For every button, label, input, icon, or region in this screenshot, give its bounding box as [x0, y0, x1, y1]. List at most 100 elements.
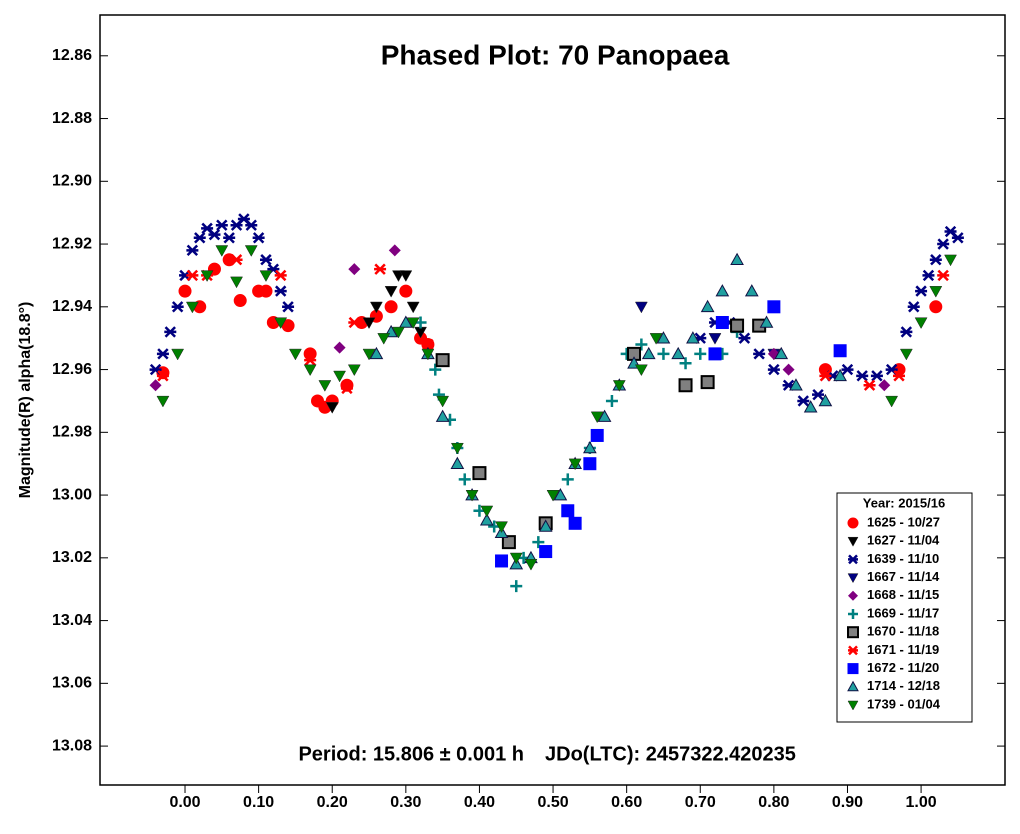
- point: [671, 346, 686, 360]
- legend-label: 1672 - 11/20: [867, 660, 939, 675]
- x-tick-label: 0.50: [537, 794, 568, 811]
- x-tick-label: 0.30: [390, 794, 421, 811]
- point: [774, 346, 789, 360]
- point: [282, 301, 295, 313]
- point: [900, 326, 913, 338]
- point: [929, 300, 943, 314]
- point: [252, 232, 265, 244]
- y-tick-label: 13.02: [52, 549, 92, 566]
- legend-swatch: [848, 645, 858, 656]
- point: [546, 490, 560, 502]
- point: [501, 535, 516, 550]
- point: [384, 300, 398, 314]
- point: [399, 270, 413, 282]
- point: [421, 348, 435, 361]
- point: [509, 552, 523, 565]
- point: [539, 545, 553, 559]
- point: [348, 316, 361, 329]
- point: [679, 357, 692, 370]
- y-tick-label: 13.04: [52, 612, 92, 629]
- point: [186, 269, 199, 282]
- point: [230, 276, 243, 289]
- point: [325, 402, 339, 414]
- point: [833, 344, 847, 358]
- point: [738, 332, 751, 344]
- point: [392, 326, 405, 339]
- y-tick-label: 13.08: [52, 737, 92, 754]
- point: [465, 490, 479, 502]
- point: [450, 456, 465, 469]
- point: [818, 393, 833, 407]
- point: [369, 301, 383, 314]
- point: [937, 238, 950, 250]
- y-tick-label: 12.86: [52, 47, 92, 64]
- point: [245, 219, 258, 231]
- point: [700, 375, 715, 390]
- point: [436, 395, 450, 408]
- point: [333, 341, 346, 354]
- point: [362, 348, 376, 361]
- point: [406, 301, 420, 314]
- point: [553, 488, 568, 501]
- point: [937, 269, 950, 282]
- point: [259, 254, 272, 266]
- point: [274, 317, 288, 330]
- point: [223, 232, 236, 244]
- legend-label: 1625 - 10/27: [867, 514, 940, 529]
- point: [568, 516, 582, 530]
- point: [333, 370, 347, 383]
- point: [193, 232, 206, 244]
- y-tick-label: 12.88: [52, 110, 92, 127]
- point: [374, 263, 387, 275]
- legend: Year: 2015/16 1625 - 10/27 1627 - 11/04 16…: [836, 492, 973, 723]
- point: [303, 364, 317, 377]
- point: [951, 232, 964, 244]
- x-tick-label: 0.70: [685, 794, 716, 811]
- legend-swatch: [847, 663, 859, 675]
- point: [510, 580, 523, 593]
- x-tick-label: 0.00: [169, 794, 200, 811]
- point: [856, 370, 869, 382]
- legend-label: 1670 - 11/18: [867, 624, 939, 639]
- point: [782, 363, 795, 376]
- point: [171, 301, 184, 313]
- point: [686, 331, 700, 344]
- point: [398, 315, 413, 328]
- point: [656, 331, 671, 344]
- point: [388, 244, 401, 257]
- point: [812, 388, 825, 401]
- point: [730, 252, 744, 266]
- point: [233, 294, 247, 308]
- point: [870, 370, 883, 382]
- point: [789, 378, 803, 391]
- y-tick-label: 12.90: [52, 173, 92, 190]
- point: [715, 284, 730, 297]
- y-tick-label: 12.96: [52, 361, 92, 378]
- y-tick-label: 13.06: [52, 675, 92, 692]
- point: [841, 363, 854, 376]
- point: [435, 409, 450, 422]
- point: [590, 411, 604, 424]
- point: [929, 286, 943, 298]
- point: [480, 505, 494, 518]
- y-tick-label: 12.94: [52, 298, 92, 315]
- point: [915, 285, 928, 297]
- point: [164, 326, 177, 338]
- legend-label: 1669 - 11/17: [867, 605, 939, 620]
- x-tick-label: 0.20: [317, 794, 348, 811]
- point: [694, 347, 707, 360]
- point: [649, 333, 663, 345]
- point: [833, 368, 847, 382]
- y-tick-label: 12.98: [52, 424, 92, 441]
- point: [715, 315, 729, 329]
- point: [259, 284, 273, 298]
- chart-title: Phased Plot: 70 Panopaea: [381, 39, 730, 70]
- point: [156, 370, 169, 382]
- legend-swatch: [847, 573, 859, 584]
- point: [708, 333, 722, 345]
- point: [215, 245, 229, 257]
- point: [907, 301, 920, 313]
- point: [399, 284, 413, 298]
- point: [495, 521, 508, 533]
